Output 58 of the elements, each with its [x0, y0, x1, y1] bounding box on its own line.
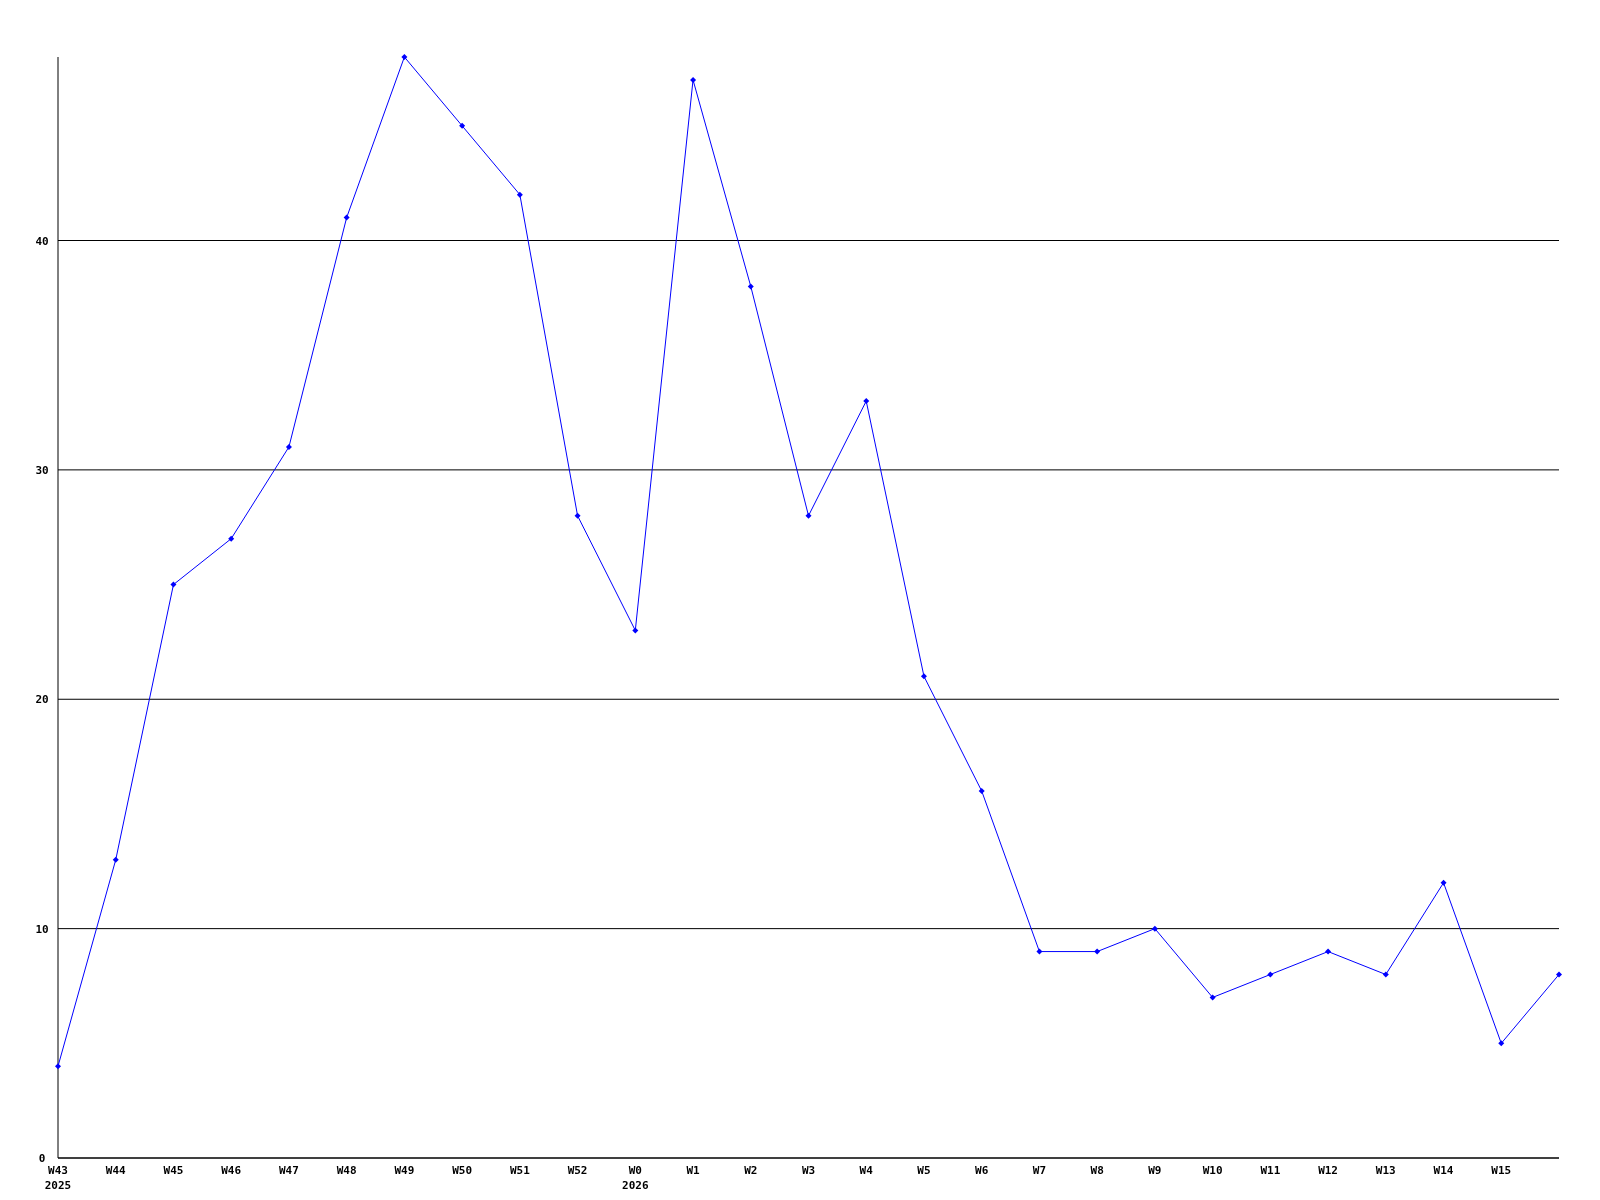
point [1325, 948, 1332, 955]
x-tick-label: W3 [801, 1164, 816, 1177]
point [978, 788, 985, 794]
x-tick-label: W5 [917, 1164, 931, 1177]
x-tick-label: W45 [163, 1164, 184, 1177]
point [112, 856, 119, 863]
y-tick-label: 40 [35, 234, 49, 248]
x-tick-label: W43 2025 [44, 1164, 72, 1192]
y-tick-label: 0 [38, 1152, 46, 1165]
point [805, 512, 812, 519]
point [1440, 879, 1447, 886]
x-tick-label: W46 [221, 1164, 242, 1177]
point [1151, 925, 1158, 932]
point [1267, 971, 1274, 978]
y-tick-label: 30 [35, 463, 49, 477]
point [1498, 1040, 1505, 1047]
point [574, 512, 581, 519]
x-tick-label: W48 [336, 1164, 357, 1177]
point [920, 673, 927, 680]
x-tick-label: W12 [1318, 1164, 1339, 1177]
x-tick-label: W7 [1032, 1164, 1047, 1177]
point [516, 191, 523, 198]
x-tick-label: W15 [1491, 1164, 1512, 1177]
x-tick-label: W50 [452, 1164, 473, 1177]
point [690, 76, 697, 83]
x-tick-label: W0 2026 [622, 1164, 649, 1192]
x-tick-label: W11 [1260, 1164, 1281, 1177]
point [228, 535, 235, 542]
x-tick-label: W4 [859, 1164, 874, 1177]
x-tick-label: W13 [1375, 1164, 1396, 1177]
point [1382, 971, 1389, 978]
x-tick-label: W9 [1148, 1164, 1162, 1177]
point [285, 443, 292, 450]
x-tick-label: W14 [1433, 1164, 1454, 1177]
x-tick-label: W1 [686, 1164, 701, 1177]
x-tick-label: W2 [744, 1164, 758, 1177]
x-tick-label: W52 [567, 1164, 588, 1177]
point [343, 214, 350, 221]
x-tick-label: W8 [1090, 1164, 1104, 1177]
y-tick-label: 20 [35, 693, 49, 707]
point [1036, 948, 1043, 955]
x-tick-label: W6 [975, 1164, 989, 1177]
x-tick-label: W44 [105, 1164, 127, 1177]
x-tick-label: W51 [509, 1164, 531, 1177]
point [1209, 994, 1216, 1001]
x-tick-label: W49 [394, 1164, 415, 1177]
point [401, 54, 408, 60]
point [459, 122, 466, 129]
point [1556, 971, 1562, 978]
x-tick-label: W10 [1202, 1164, 1223, 1177]
y-tick-label: 10 [35, 922, 49, 936]
point [1094, 948, 1101, 955]
point [863, 398, 870, 405]
point [55, 1063, 61, 1070]
x-tick-label: W47 [278, 1164, 299, 1177]
point [632, 627, 639, 634]
point [747, 283, 754, 290]
point [170, 581, 177, 588]
